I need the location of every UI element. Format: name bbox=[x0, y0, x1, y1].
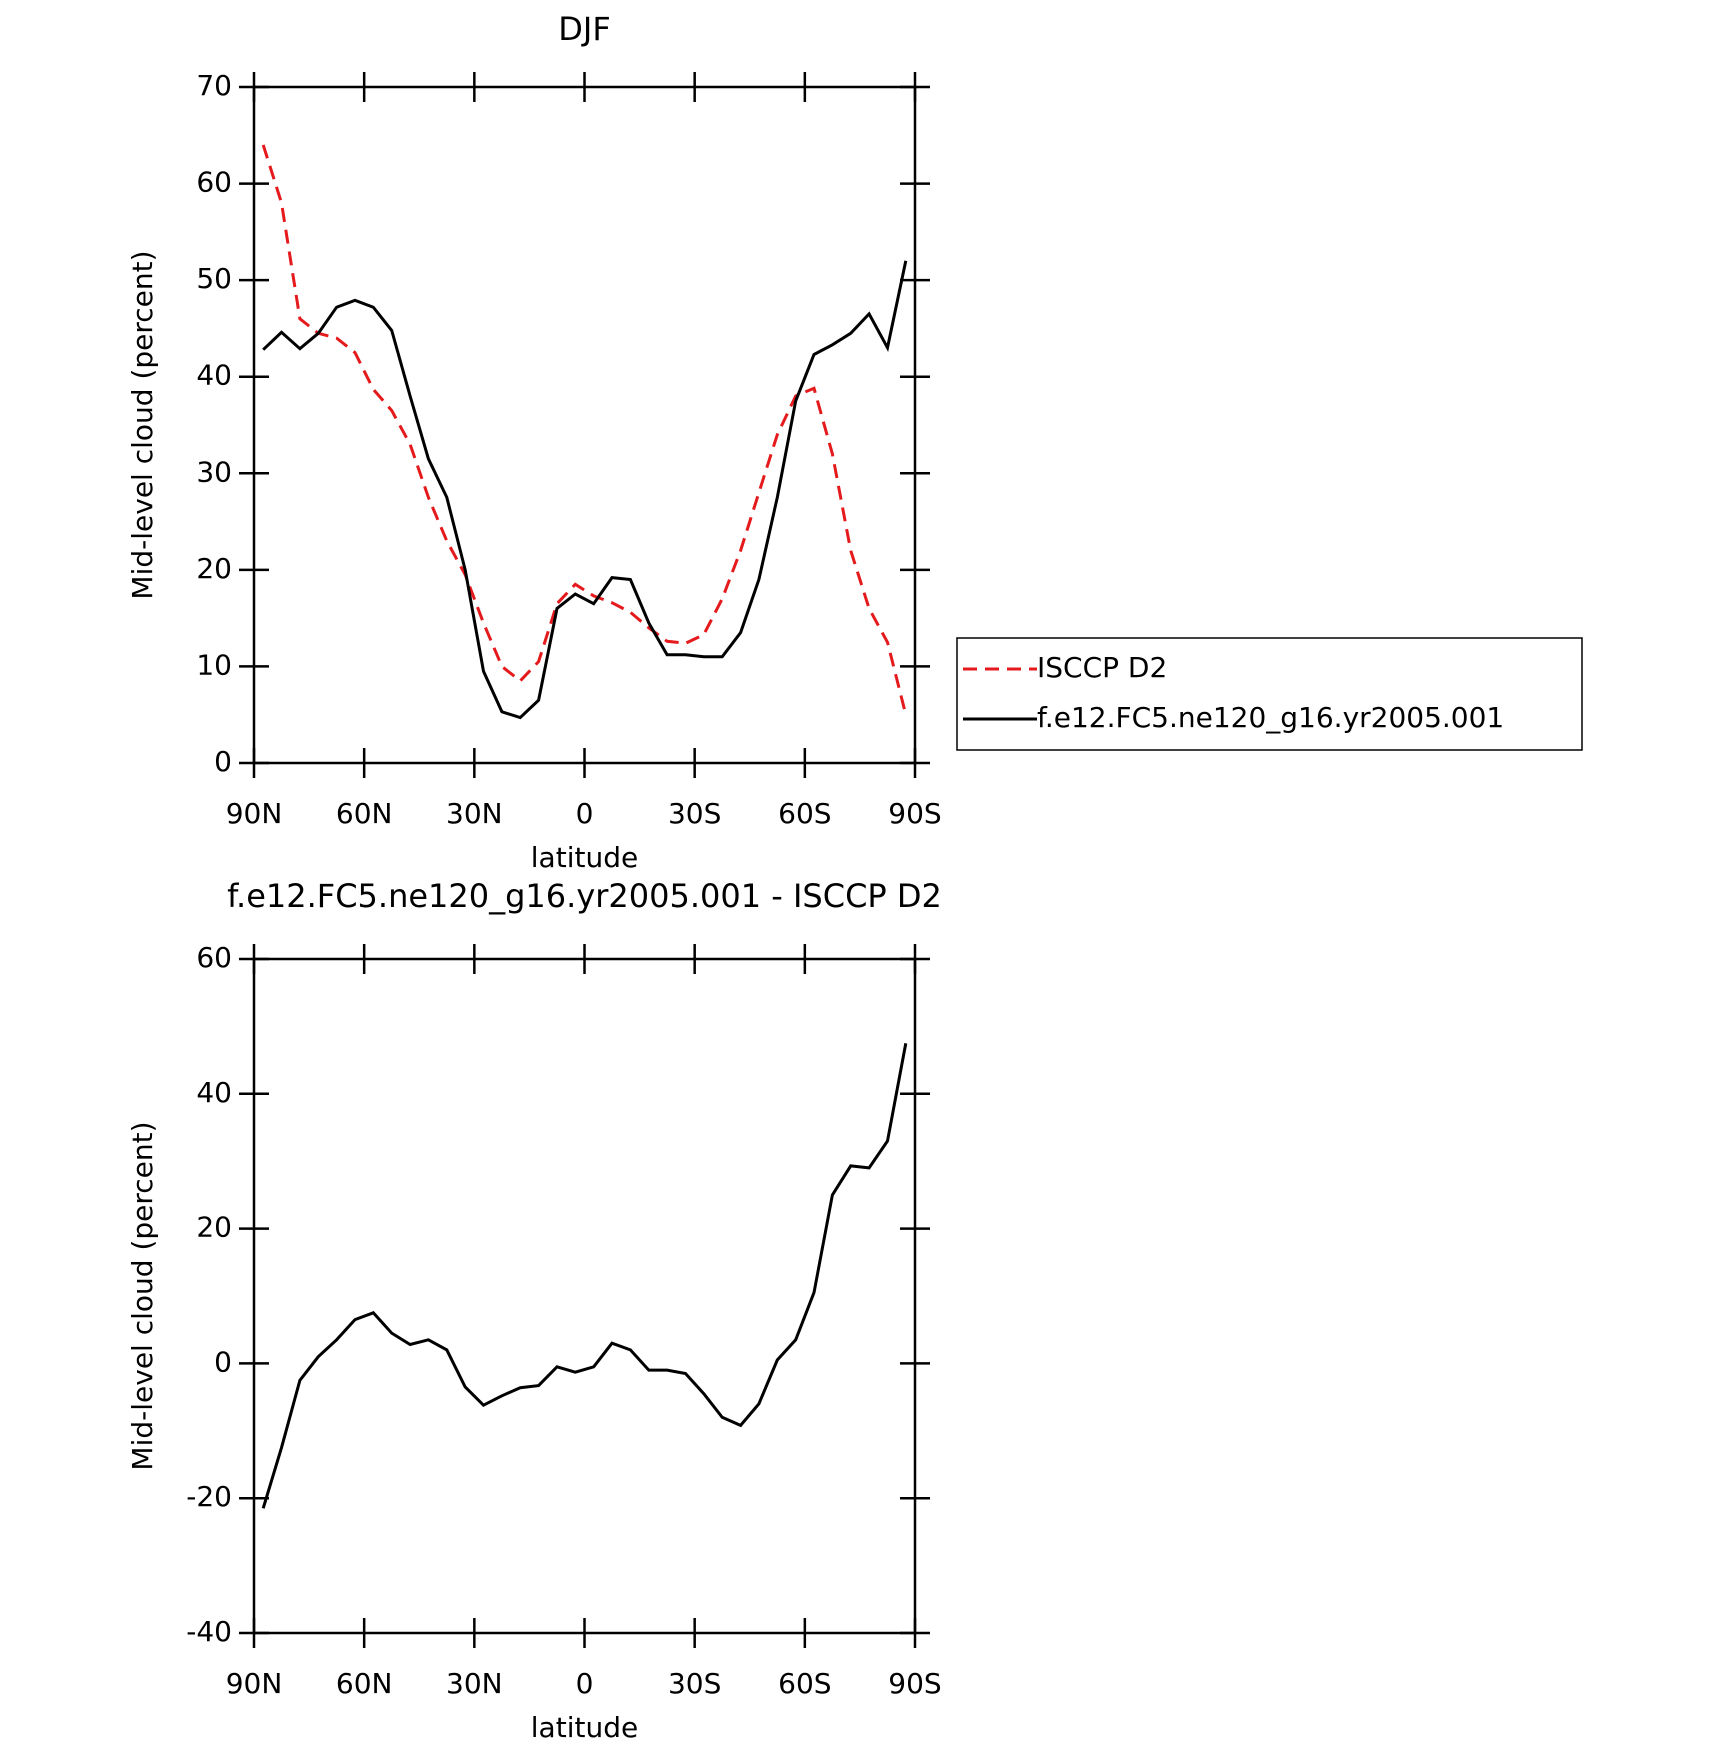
x-tick-label: 60N bbox=[336, 797, 393, 830]
x-tick-label: 30S bbox=[668, 1667, 721, 1700]
y-tick-label: 60 bbox=[196, 166, 232, 199]
x-tick-label: 30S bbox=[668, 797, 721, 830]
x-tick-label: 60S bbox=[778, 797, 831, 830]
y-tick-label: 30 bbox=[196, 455, 232, 488]
x-tick-label: 90N bbox=[226, 797, 283, 830]
y-tick-label: 50 bbox=[196, 262, 232, 295]
y-tick-label: 20 bbox=[196, 552, 232, 585]
y-tick-label: -20 bbox=[186, 1480, 232, 1513]
y-tick-label: -40 bbox=[186, 1615, 232, 1648]
legend-label: f.e12.FC5.ne120_g16.yr2005.001 bbox=[1037, 701, 1504, 734]
y-axis-label: Mid-level cloud (percent) bbox=[126, 1121, 159, 1470]
y-tick-label: 10 bbox=[196, 648, 232, 681]
y-axis-label: Mid-level cloud (percent) bbox=[126, 250, 159, 599]
series-line bbox=[261, 1043, 908, 1509]
series-line bbox=[261, 144, 908, 716]
series-line bbox=[262, 260, 908, 720]
legend-label: ISCCP D2 bbox=[1037, 651, 1167, 684]
x-axis-label: latitude bbox=[531, 1711, 638, 1740]
plot-frame bbox=[252, 957, 917, 1635]
y-tick-label: 0 bbox=[214, 745, 232, 778]
x-tick-label: 90S bbox=[888, 797, 941, 830]
chart-title: DJF bbox=[558, 10, 610, 48]
x-tick-label: 60S bbox=[778, 1667, 831, 1700]
y-tick-label: 0 bbox=[214, 1345, 232, 1378]
plot-frame bbox=[252, 85, 917, 765]
x-tick-label: 90S bbox=[888, 1667, 941, 1700]
x-tick-label: 90N bbox=[226, 1667, 283, 1700]
x-tick-label: 60N bbox=[336, 1667, 393, 1700]
x-tick-label: 30N bbox=[446, 1667, 503, 1700]
y-tick-label: 70 bbox=[196, 69, 232, 102]
x-tick-label: 30N bbox=[446, 797, 503, 830]
chart-title: f.e12.FC5.ne120_g16.yr2005.001 - ISCCP D… bbox=[227, 877, 942, 915]
y-tick-label: 40 bbox=[196, 359, 232, 392]
legend-box bbox=[956, 637, 1583, 751]
y-tick-label: 20 bbox=[196, 1211, 232, 1244]
x-axis-label: latitude bbox=[531, 841, 638, 874]
y-tick-label: 40 bbox=[196, 1076, 232, 1109]
x-tick-label: 0 bbox=[576, 1667, 594, 1700]
y-tick-label: 60 bbox=[196, 941, 232, 974]
x-tick-label: 0 bbox=[576, 797, 594, 830]
